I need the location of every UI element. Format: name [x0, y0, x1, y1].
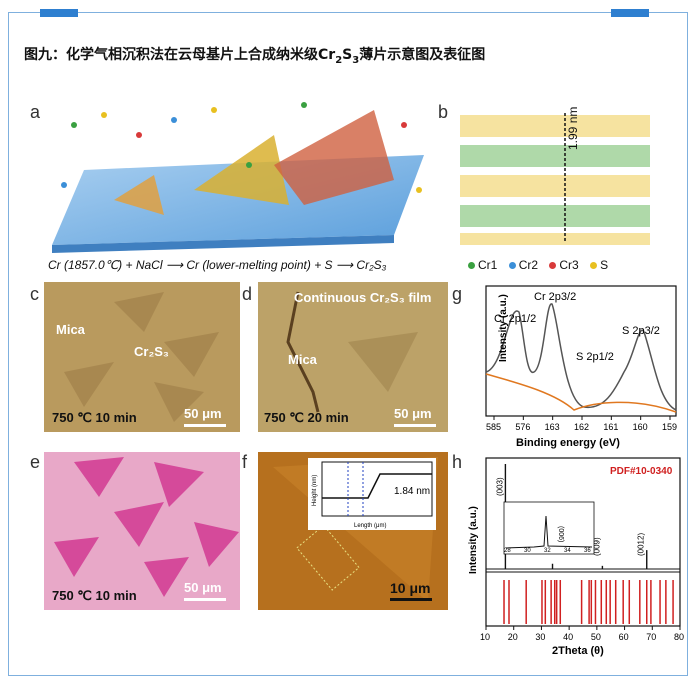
scalebar-label-d: 50 μm	[394, 406, 432, 421]
precursor-atoms	[61, 102, 422, 193]
xrd-inset-tick-4: 36	[584, 548, 591, 554]
panel-e-micrograph: 750 ℃ 10 min 50 μm	[44, 452, 240, 610]
xrd-tick-label-0: 10	[480, 632, 490, 642]
panel-a-schematic	[52, 102, 424, 253]
panel-label-e: e	[30, 452, 41, 472]
scalebar-d	[394, 424, 436, 427]
panel-e-flakes	[54, 457, 239, 597]
panel-label-c: c	[30, 284, 39, 304]
xrd-plot-frame	[485, 457, 681, 627]
label-cr2s3: Cr₂S₃	[134, 344, 169, 359]
label-mica: Mica	[56, 322, 85, 337]
xps-tick-label-3: 162	[574, 422, 589, 432]
label-mica-d: Mica	[288, 352, 317, 367]
scalebar-label-c: 50 μm	[184, 406, 222, 421]
legend-dot-cr1	[468, 262, 475, 270]
xrd-tick-label-6: 70	[646, 632, 656, 642]
legend-dot-cr2	[508, 262, 516, 270]
legend-label-cr3: Cr3	[559, 258, 579, 272]
scalebar-label-e: 50 μm	[184, 580, 222, 595]
scalebar-label-f: 10 μm	[390, 580, 431, 596]
legend-dot-s	[590, 262, 598, 270]
xrd-tick-label-4: 50	[591, 632, 601, 642]
panel-f-afm: 1.84 nm Length (μm) Height (nm) 10 μm	[258, 452, 448, 610]
xrd-tick-label-7: 80	[674, 632, 684, 642]
afm-step-label: 1.84 nm	[394, 486, 430, 497]
thickness-label: 1.99 nm	[566, 107, 580, 150]
xrd-peak-label-0: (003)	[495, 477, 504, 496]
figure-caption: 图九：化学气相沉积法在云母基片上合成纳米级Cr2S3薄片示意图及表征图	[24, 47, 486, 66]
panel-g-xps: Intensity (a.u.) Binding energy (eV) 585…	[485, 285, 677, 449]
legend-label-s: S	[600, 258, 609, 272]
xrd-inset: (006) 28 30 32 34 36	[503, 501, 595, 555]
panel-label-f: f	[242, 452, 248, 472]
xps-peak-label-2: S 2p1/2	[576, 351, 614, 363]
crystal-lattice	[460, 115, 650, 245]
xps-background-curve	[485, 373, 677, 413]
xps-data-curve	[485, 303, 677, 411]
xrd-peak-label-2: (009)	[592, 537, 601, 556]
panel-c-micrograph: Mica Cr₂S₃ 750 ℃ 10 min 50 μm	[44, 282, 240, 432]
xps-peak-label-1: Cr 2p3/2	[534, 291, 576, 303]
xrd-tick-label-3: 40	[563, 632, 573, 642]
afm-inset-xlabel: Length (μm)	[354, 523, 386, 529]
xps-tick-label-6: 159	[662, 422, 677, 432]
xrd-inset-tick-0: 28	[504, 548, 511, 554]
panel-label-a: a	[30, 102, 41, 122]
xrd-inset-peak-label: (006)	[557, 526, 564, 542]
xps-peak-label-0: Cr 2p1/2	[494, 313, 536, 325]
xrd-tick-label-1: 20	[508, 632, 518, 642]
panel-b-legend: Cr1 Cr2 Cr3 S	[460, 258, 608, 272]
panel-label-b: b	[438, 102, 449, 122]
xrd-xlabel: 2Theta (θ)	[552, 645, 604, 657]
legend-dot-cr3	[549, 262, 557, 270]
panel-d-micrograph: Continuous Cr₂S₃ film Mica 750 ℃ 20 min …	[258, 282, 448, 432]
flake-1	[114, 175, 164, 215]
frame-tab-right	[611, 9, 649, 17]
scalebar-f	[390, 598, 432, 601]
flake-2	[194, 135, 289, 205]
xrd-inset-tick-1: 30	[524, 548, 531, 554]
panel-label-g: g	[452, 284, 463, 304]
xps-tick-label-1: 576	[515, 422, 530, 432]
scalebar-e	[184, 598, 226, 601]
xps-xlabel: Binding energy (eV)	[516, 437, 620, 449]
afm-inset-ylabel: Height (nm)	[312, 475, 318, 506]
xrd-peak-label-3: (0012)	[637, 533, 646, 556]
xps-tick-label-5: 160	[633, 422, 648, 432]
conditions-d: 750 ℃ 20 min	[264, 410, 349, 425]
legend-label-cr2: Cr2	[518, 258, 539, 272]
xrd-inset-tick-2: 32	[544, 548, 551, 554]
panel-h-xrd: Intensity (a.u.) 2Theta (θ) PDF#10-0340 …	[468, 457, 684, 657]
panel-label-h: h	[452, 452, 463, 472]
panel-c-flakes	[64, 292, 219, 422]
figure-frame	[8, 12, 688, 676]
frame-tab-left	[40, 9, 78, 17]
afm-height-inset: 1.84 nm Length (μm) Height (nm)	[308, 458, 436, 530]
panel-d-features	[286, 291, 418, 413]
xps-tick-label-2: 163	[545, 422, 560, 432]
xps-plot-frame	[485, 285, 677, 417]
conditions-e: 750 ℃ 10 min	[52, 588, 137, 603]
xps-ylabel: Intensity (a.u.)	[498, 294, 509, 362]
panel-label-d: d	[242, 284, 253, 304]
label-continuous-film: Continuous Cr₂S₃ film	[294, 290, 432, 305]
legend-label-cr1: Cr1	[478, 258, 498, 272]
xps-tick-label-0: 585	[486, 422, 501, 432]
xps-peak-label-3: S 2p3/2	[622, 325, 660, 337]
xrd-reference-label: PDF#10-0340	[610, 466, 673, 477]
xrd-tick-label-5: 60	[619, 632, 629, 642]
scalebar-c	[184, 424, 226, 427]
xrd-ylabel: Intensity (a.u.)	[468, 506, 479, 574]
flake-3	[274, 110, 394, 205]
reaction-equation: Cr (1857.0℃) + NaCl ⟶ Cr (lower-melting …	[48, 258, 387, 272]
xrd-inset-tick-3: 34	[564, 548, 571, 554]
conditions-c: 750 ℃ 10 min	[52, 410, 137, 425]
xrd-tick-label-2: 30	[535, 632, 545, 642]
panel-b-crystal: 1.99 nm	[460, 107, 650, 245]
xps-tick-label-4: 161	[603, 422, 618, 432]
substrate-edge	[52, 235, 394, 253]
